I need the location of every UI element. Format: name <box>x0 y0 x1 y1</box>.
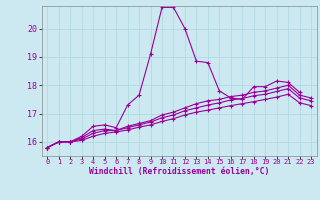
X-axis label: Windchill (Refroidissement éolien,°C): Windchill (Refroidissement éolien,°C) <box>89 167 269 176</box>
